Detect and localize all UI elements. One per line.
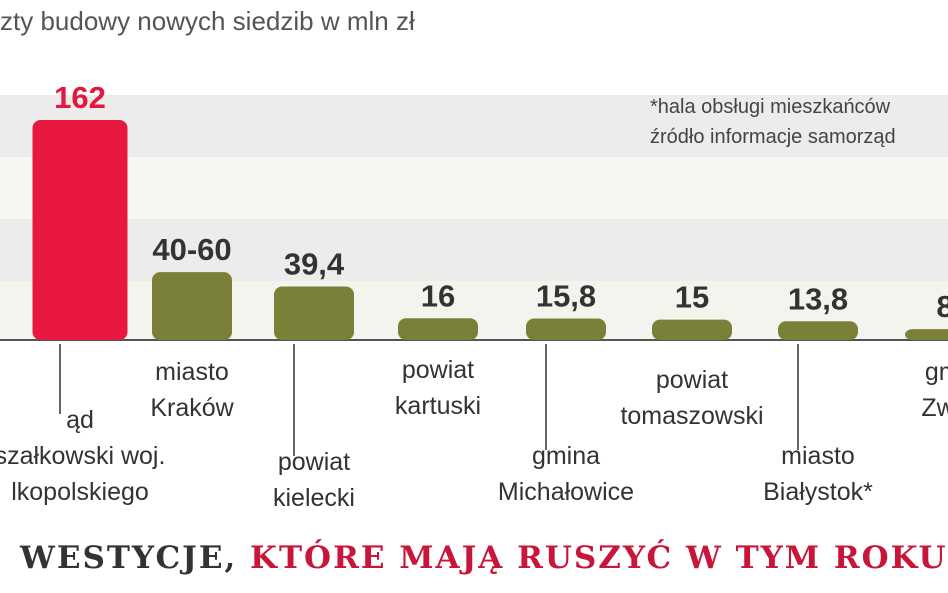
category-label: gmina Michałowice bbox=[497, 442, 635, 506]
bar bbox=[778, 321, 858, 340]
category-label: gmi Zwo bbox=[921, 358, 948, 422]
bar bbox=[398, 318, 478, 340]
band bbox=[0, 219, 948, 281]
bar bbox=[905, 329, 948, 340]
value-label: 39,4 bbox=[284, 246, 345, 281]
value-label: 162 bbox=[54, 80, 106, 115]
value-label: 15 bbox=[675, 280, 709, 315]
note: *hala obsługi mieszkańców bbox=[650, 96, 891, 118]
category-label: powiat kielecki bbox=[273, 448, 355, 512]
category-label: powiat tomaszowski bbox=[620, 366, 764, 430]
bar bbox=[32, 120, 128, 340]
banner-text: WESTYCJE, bbox=[20, 540, 251, 576]
value-label: 15,8 bbox=[536, 279, 596, 314]
value-label: 8 bbox=[936, 289, 948, 324]
category-label: ąd szałkowski woj. lkopolskiego bbox=[0, 406, 166, 506]
banner: WESTYCJE, KTÓRE MAJĄ RUSZYĆ W TYM ROKU bbox=[20, 540, 948, 576]
bar bbox=[526, 318, 606, 340]
banner-text: KTÓRE MAJĄ RUSZYĆ W TYM ROKU bbox=[250, 540, 948, 576]
band bbox=[0, 95, 948, 157]
category-label: miasto Białystok* bbox=[763, 442, 873, 506]
chart-title: zty budowy nowych siedzib w mln zł bbox=[0, 6, 415, 36]
value-label: 40-60 bbox=[152, 232, 231, 267]
value-label: 13,8 bbox=[788, 281, 848, 316]
note: źródło informacje samorząd bbox=[650, 126, 896, 148]
band bbox=[0, 157, 948, 219]
category-label: powiat kartuski bbox=[394, 356, 482, 420]
category-label: miasto Kraków bbox=[150, 358, 234, 422]
bar bbox=[652, 319, 732, 340]
bar bbox=[274, 286, 354, 340]
bar bbox=[152, 272, 232, 340]
value-label: 16 bbox=[421, 278, 455, 313]
